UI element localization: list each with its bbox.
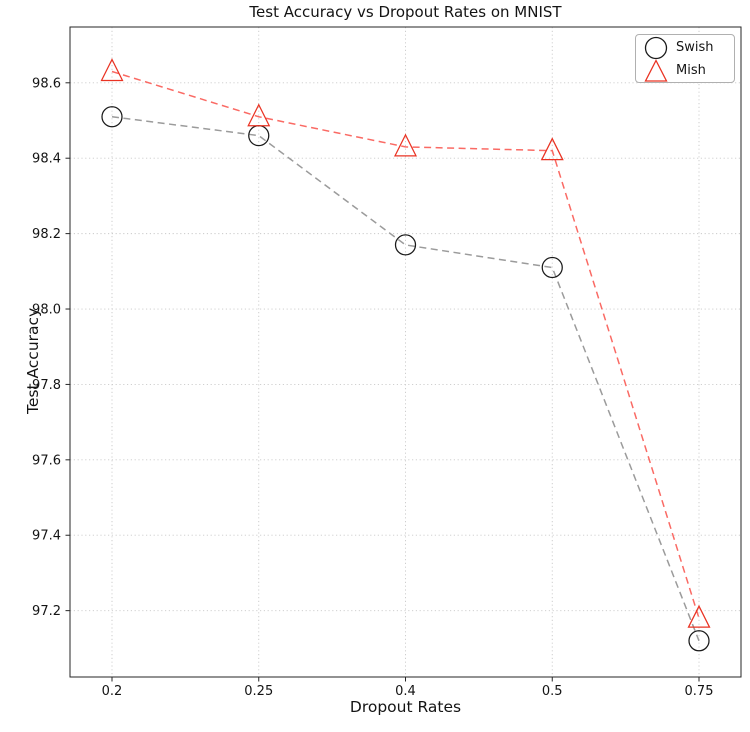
legend-item-swish: Swish	[640, 36, 734, 59]
plot-border	[69, 26, 742, 678]
svg-text:0.2: 0.2	[102, 684, 123, 699]
svg-text:98.0: 98.0	[32, 303, 61, 318]
legend: Swish Mish	[635, 34, 735, 83]
svg-text:97.6: 97.6	[32, 453, 61, 468]
svg-text:0.5: 0.5	[542, 684, 563, 699]
legend-label-swish: Swish	[676, 40, 714, 55]
circle-marker-icon	[644, 36, 668, 59]
svg-text:0.25: 0.25	[244, 684, 273, 699]
y-tick-labels: 97.2 97.4 97.6 97.8 98.0 98.2 98.4 98.6	[32, 76, 61, 619]
svg-text:0.75: 0.75	[685, 684, 714, 699]
svg-text:97.2: 97.2	[32, 604, 61, 619]
series-line-mish	[111, 70, 700, 619]
series-markers-mish	[100, 58, 711, 628]
gridlines	[70, 27, 741, 677]
triangle-marker-icon	[644, 58, 668, 82]
svg-text:98.4: 98.4	[32, 152, 61, 167]
x-tick-labels: 0.2 0.25 0.4 0.5 0.75	[102, 684, 714, 699]
svg-text:0.4: 0.4	[395, 684, 416, 699]
svg-text:98.6: 98.6	[32, 76, 61, 91]
svg-text:97.4: 97.4	[32, 529, 61, 544]
legend-item-mish: Mish	[640, 58, 734, 82]
svg-text:97.8: 97.8	[32, 378, 61, 393]
tick-marks	[65, 82, 700, 682]
svg-text:98.2: 98.2	[32, 227, 61, 242]
series-line-swish	[111, 115, 700, 642]
x-axis-label: Dropout Rates	[349, 698, 462, 716]
legend-label-mish: Mish	[676, 63, 706, 78]
chart-title: Test Accuracy vs Dropout Rates on MNIST	[249, 3, 562, 21]
series-markers-swish	[101, 106, 710, 652]
